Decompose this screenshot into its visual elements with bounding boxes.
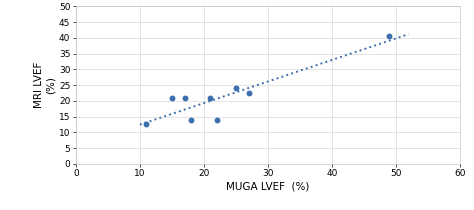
Point (187, 118, 195, 121)
Point (181, 96, 188, 99)
Point (206, 96, 214, 99)
Point (213, 118, 220, 121)
Point (232, 87, 239, 90)
Point (245, 91, 252, 94)
Point (142, 123, 150, 126)
Y-axis label: MRI LVEF
(%): MRI LVEF (%) (35, 62, 56, 108)
Point (168, 96, 175, 99)
Point (385, 34, 393, 38)
X-axis label: MUGA LVEF  (%): MUGA LVEF (%) (226, 181, 310, 191)
